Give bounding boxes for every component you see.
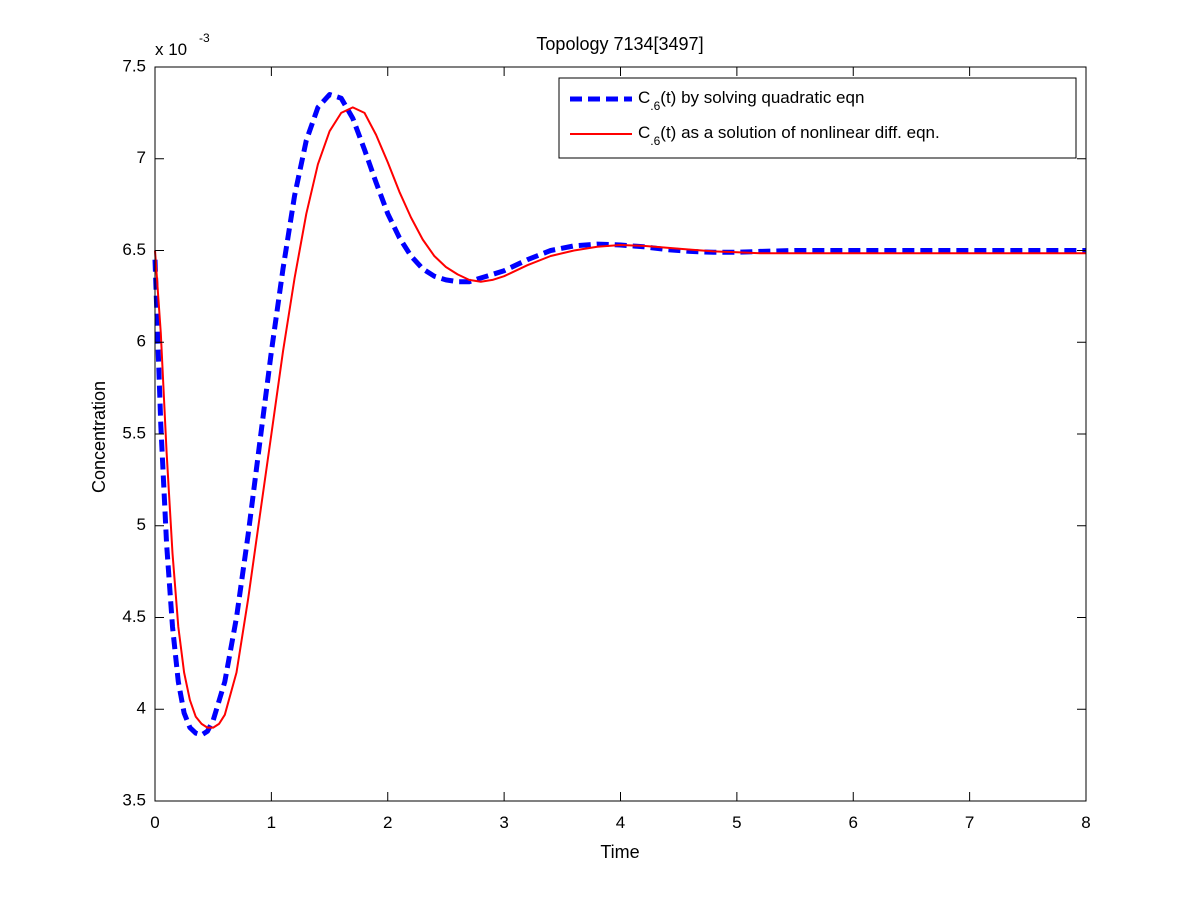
legend-label-quadratic-post: (t) by solving quadratic eqn — [660, 88, 864, 107]
y-axis: 3.5 4 4.5 5 5.5 6 6.5 7 7.5 — [122, 56, 1086, 809]
y-tick-label: 6 — [137, 332, 146, 351]
x-tick-label: 4 — [616, 813, 625, 832]
legend-label-nonlinear-pre: C — [638, 123, 650, 142]
y-exponent-base: x 10 — [155, 40, 187, 59]
x-tick-label: 8 — [1081, 813, 1090, 832]
y-exponent-power: -3 — [199, 31, 210, 45]
series-layer — [152, 92, 1086, 738]
y-tick-label: 6.5 — [122, 240, 146, 259]
x-tick-label: 1 — [267, 813, 276, 832]
x-tick-label: 7 — [965, 813, 974, 832]
y-tick-label: 3.5 — [122, 790, 146, 809]
y-tick-label: 4.5 — [122, 607, 146, 626]
legend-label-quadratic-sub: .6 — [650, 99, 660, 113]
x-axis: 0 1 2 3 4 5 6 7 8 — [150, 67, 1091, 832]
x-tick-label: 5 — [732, 813, 741, 832]
x-tick-label: 6 — [849, 813, 858, 832]
legend-box — [558, 77, 1077, 159]
legend-label-quadratic: C.6(t) by solving quadratic eqn — [638, 88, 864, 113]
y-tick-label: 7.5 — [122, 56, 146, 75]
x-tick-label: 0 — [150, 813, 159, 832]
legend-label-quadratic-pre: C — [638, 88, 650, 107]
series-line-quadratic — [152, 92, 1086, 738]
legend-label-nonlinear: C.6(t) as a solution of nonlinear diff. … — [638, 123, 940, 148]
series-line-nonlinear — [154, 106, 1086, 729]
x-tick-label: 3 — [499, 813, 508, 832]
x-axis-label: Time — [600, 842, 639, 862]
chart-title: Topology 7134[3497] — [536, 34, 703, 54]
legend-label-nonlinear-post: (t) as a solution of nonlinear diff. eqn… — [660, 123, 939, 142]
x-tick-label: 2 — [383, 813, 392, 832]
y-tick-label: 5 — [137, 515, 146, 534]
y-axis-label: Concentration — [89, 381, 109, 493]
plot-area — [155, 67, 1086, 801]
y-tick-label: 4 — [137, 699, 146, 718]
legend: C.6(t) by solving quadratic eqn C.6(t) a… — [558, 77, 1077, 159]
y-exponent-label: x 10 -3 — [155, 31, 210, 59]
legend-label-nonlinear-sub: .6 — [650, 134, 660, 148]
y-tick-label: 7 — [137, 148, 146, 167]
y-tick-label: 5.5 — [122, 423, 146, 442]
